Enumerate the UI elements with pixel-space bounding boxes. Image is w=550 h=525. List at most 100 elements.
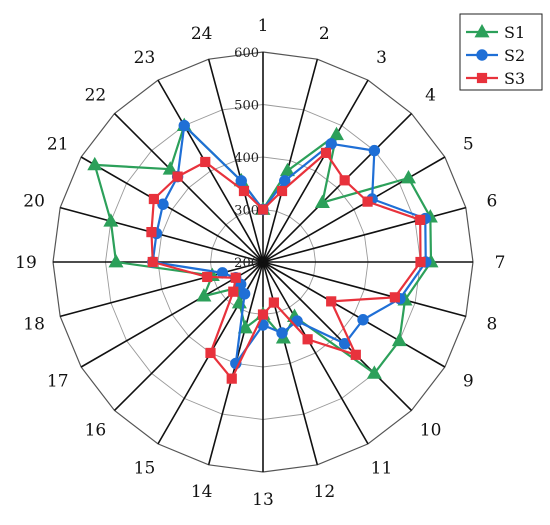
tick-label: 600 bbox=[234, 46, 259, 61]
data-point bbox=[238, 185, 250, 197]
category-label: 22 bbox=[85, 85, 107, 105]
data-point bbox=[276, 185, 288, 197]
data-point bbox=[257, 204, 269, 215]
legend-label: S2 bbox=[504, 46, 525, 65]
spoke bbox=[262, 58, 319, 263]
legend: S1 S2 S3 bbox=[459, 13, 543, 91]
series-S2 bbox=[147, 119, 432, 370]
data-point bbox=[279, 162, 295, 177]
spoke bbox=[113, 112, 264, 263]
data-point bbox=[391, 332, 407, 347]
category-label: 5 bbox=[463, 135, 474, 155]
spoke bbox=[262, 79, 369, 263]
category-label: 14 bbox=[191, 482, 213, 502]
legend-label: S1 bbox=[504, 23, 525, 42]
category-label: 23 bbox=[134, 48, 156, 68]
data-point bbox=[326, 296, 337, 307]
category-label: 7 bbox=[495, 253, 506, 273]
category-label: 18 bbox=[23, 314, 45, 334]
tick-label: 300 bbox=[234, 204, 259, 219]
data-point bbox=[268, 297, 279, 308]
spoke bbox=[262, 261, 413, 412]
category-label: 20 bbox=[23, 192, 45, 212]
category-label: 24 bbox=[191, 24, 213, 44]
data-point bbox=[302, 334, 313, 345]
data-point bbox=[368, 144, 381, 157]
spoke bbox=[262, 156, 446, 263]
spoke bbox=[262, 261, 467, 318]
data-point bbox=[103, 213, 119, 227]
spoke bbox=[157, 79, 264, 263]
data-point bbox=[157, 198, 169, 210]
category-label: 2 bbox=[319, 24, 330, 44]
data-point bbox=[276, 327, 288, 339]
category-label: 17 bbox=[47, 372, 69, 392]
category-label: 21 bbox=[47, 135, 69, 155]
data-point bbox=[200, 156, 211, 168]
category-label: 19 bbox=[15, 253, 37, 273]
data-point bbox=[400, 169, 416, 184]
legend-entry: S2 bbox=[466, 46, 525, 65]
data-point bbox=[320, 147, 332, 158]
data-point bbox=[230, 272, 241, 283]
data-point bbox=[257, 309, 269, 320]
data-point bbox=[235, 175, 247, 187]
radial-ticks: 200 300 400 500 600 bbox=[234, 46, 259, 271]
data-point bbox=[415, 214, 426, 225]
data-point bbox=[202, 271, 213, 283]
spoke bbox=[59, 261, 264, 318]
legend-entry: S1 bbox=[466, 23, 525, 42]
category-label: 4 bbox=[425, 85, 436, 105]
category-label: 8 bbox=[487, 314, 498, 334]
category-label: 13 bbox=[252, 490, 274, 510]
data-point bbox=[362, 196, 373, 207]
tick-label: 500 bbox=[234, 99, 259, 114]
data-point bbox=[196, 288, 212, 302]
spoke bbox=[80, 156, 264, 263]
category-label: 9 bbox=[463, 372, 474, 392]
data-point bbox=[172, 171, 183, 182]
category-label: 12 bbox=[314, 482, 336, 502]
data-point bbox=[314, 194, 330, 209]
data-point bbox=[228, 286, 239, 297]
series-layer bbox=[87, 117, 439, 384]
category-label: 15 bbox=[134, 458, 156, 478]
data-point bbox=[415, 256, 426, 268]
legend-entry: S3 bbox=[466, 69, 525, 88]
series-S3 bbox=[146, 147, 426, 384]
data-point bbox=[226, 373, 237, 384]
data-point bbox=[147, 256, 158, 268]
category-label: 3 bbox=[376, 48, 387, 68]
tick-label: 200 bbox=[234, 256, 259, 271]
data-point bbox=[238, 288, 251, 300]
spoke bbox=[262, 206, 467, 263]
data-point bbox=[389, 292, 400, 303]
data-point bbox=[146, 227, 157, 238]
spoke bbox=[262, 112, 413, 263]
legend-label: S3 bbox=[504, 69, 525, 88]
data-point bbox=[476, 49, 488, 61]
category-label: 10 bbox=[420, 421, 442, 441]
data-point bbox=[350, 349, 361, 360]
data-point bbox=[325, 138, 337, 150]
data-point bbox=[162, 161, 178, 175]
category-label: 16 bbox=[85, 421, 107, 441]
spoke bbox=[207, 58, 264, 263]
data-point bbox=[148, 193, 159, 205]
data-point bbox=[108, 253, 124, 268]
spoke bbox=[262, 261, 369, 445]
data-point bbox=[205, 347, 216, 359]
spoke bbox=[262, 261, 319, 466]
category-label: 11 bbox=[371, 458, 393, 478]
data-point bbox=[87, 156, 103, 171]
data-point bbox=[237, 319, 253, 334]
spoke bbox=[262, 261, 446, 368]
data-point bbox=[476, 72, 488, 84]
data-point bbox=[178, 119, 190, 132]
data-point bbox=[474, 23, 490, 38]
data-point bbox=[339, 175, 350, 186]
data-point bbox=[366, 365, 382, 379]
data-point bbox=[328, 126, 345, 141]
